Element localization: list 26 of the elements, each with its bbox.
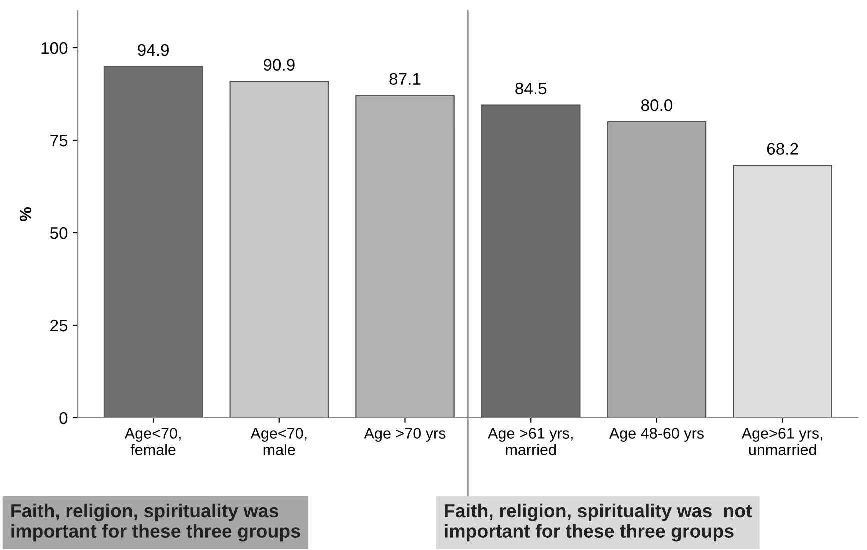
y-tick-label: 100 <box>42 42 68 54</box>
bar <box>104 66 204 418</box>
data-label: 90.9 <box>264 59 295 71</box>
x-tick-label: Age<70, female <box>124 428 181 456</box>
x-tick-label: Age 48-60 yrs <box>609 428 704 442</box>
x-tick-label: Age >70 yrs <box>364 428 446 442</box>
data-label: 80.0 <box>641 100 673 112</box>
bar <box>607 121 707 418</box>
x-tick-label: Age >61 yrs, married <box>488 428 573 456</box>
data-label: 94.9 <box>138 44 169 56</box>
y-tick-label: 50 <box>50 227 68 240</box>
text: Faith, religion, spirituality was not important for these three groups <box>445 504 752 542</box>
bar <box>733 165 832 418</box>
text: Faith, religion, spirituality was important for these three groups <box>12 504 300 542</box>
bar <box>230 81 330 418</box>
bar <box>356 95 455 418</box>
y-axis-title: % <box>20 208 32 222</box>
x-tick-label: Age<70, male <box>250 428 307 456</box>
y-tick-label: 25 <box>50 320 68 332</box>
bar <box>481 104 581 418</box>
y-tick-label: 0 <box>60 412 68 424</box>
y-tick-label: 75 <box>50 135 68 147</box>
data-label: 87.1 <box>390 73 421 86</box>
data-label: 68.2 <box>767 143 798 155</box>
data-label: 84.5 <box>516 82 547 95</box>
x-tick-label: Age>61 yrs, unmarried <box>742 428 822 456</box>
